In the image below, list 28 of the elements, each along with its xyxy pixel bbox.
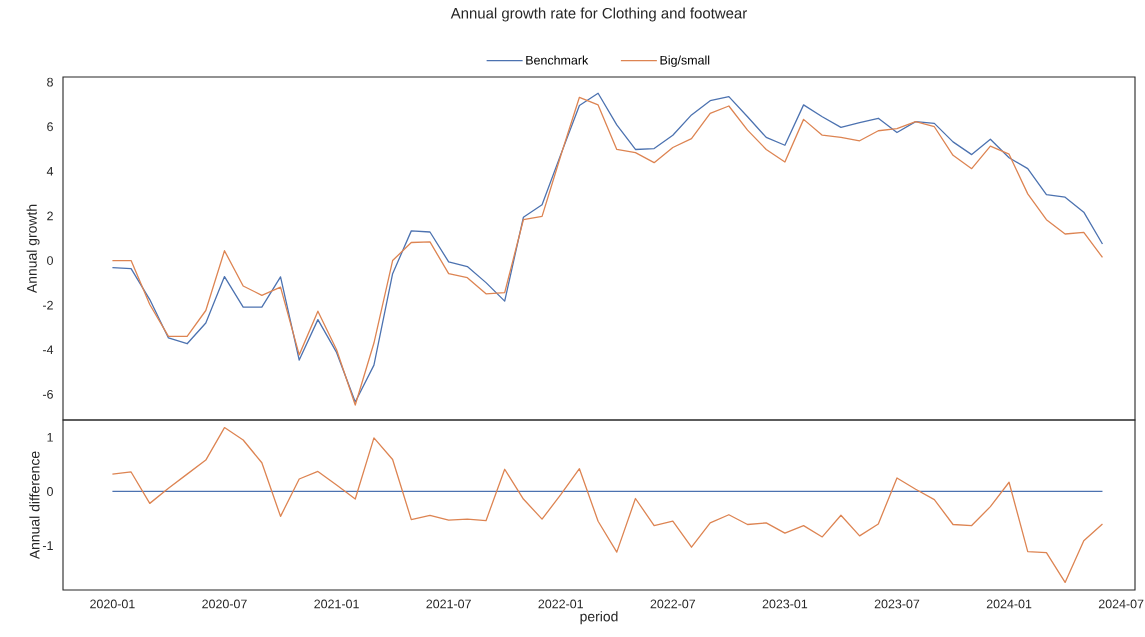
legend-label: Big/small [660, 55, 710, 68]
legend-label: Benchmark [526, 55, 589, 65]
x-tick-label: 2021-01 [314, 599, 359, 609]
y-tick-label: 2 [47, 211, 53, 221]
x-tick-label: 2023-07 [874, 599, 920, 609]
x-tick-label: 2024-07 [1098, 599, 1144, 609]
chart-title: Annual growth rate for Clothing and footwear [450, 7, 747, 22]
y-axis-title: Annual growth [26, 204, 40, 294]
x-tick-label: 2022-01 [538, 599, 583, 609]
y-tick-label: 4 [46, 167, 54, 176]
y-tick-label: 0 [47, 256, 53, 265]
y-tick-label: -4 [42, 345, 54, 355]
y-tick-label: 0 [47, 487, 53, 496]
y-tick-label: 8 [47, 77, 53, 87]
x-tick-label: 2023-01 [762, 599, 808, 609]
y-tick-label: 1 [47, 433, 53, 442]
x-tick-label: 2021-07 [426, 599, 471, 609]
y-axis-title: Annual difference [29, 451, 40, 560]
y-tick-label: -6 [42, 389, 53, 399]
y-tick-label: -2 [42, 300, 53, 310]
y-tick-label: 6 [47, 122, 53, 132]
x-tick-label: 2020-01 [90, 599, 135, 609]
y-tick-label: -1 [42, 541, 53, 550]
x-tick-label: 2022-07 [650, 599, 696, 609]
line-series [111, 426, 1104, 584]
x-tick-label: 2020-07 [202, 599, 247, 609]
x-tick-label: 2024-01 [986, 599, 1032, 609]
x-axis-title: period [580, 611, 618, 625]
